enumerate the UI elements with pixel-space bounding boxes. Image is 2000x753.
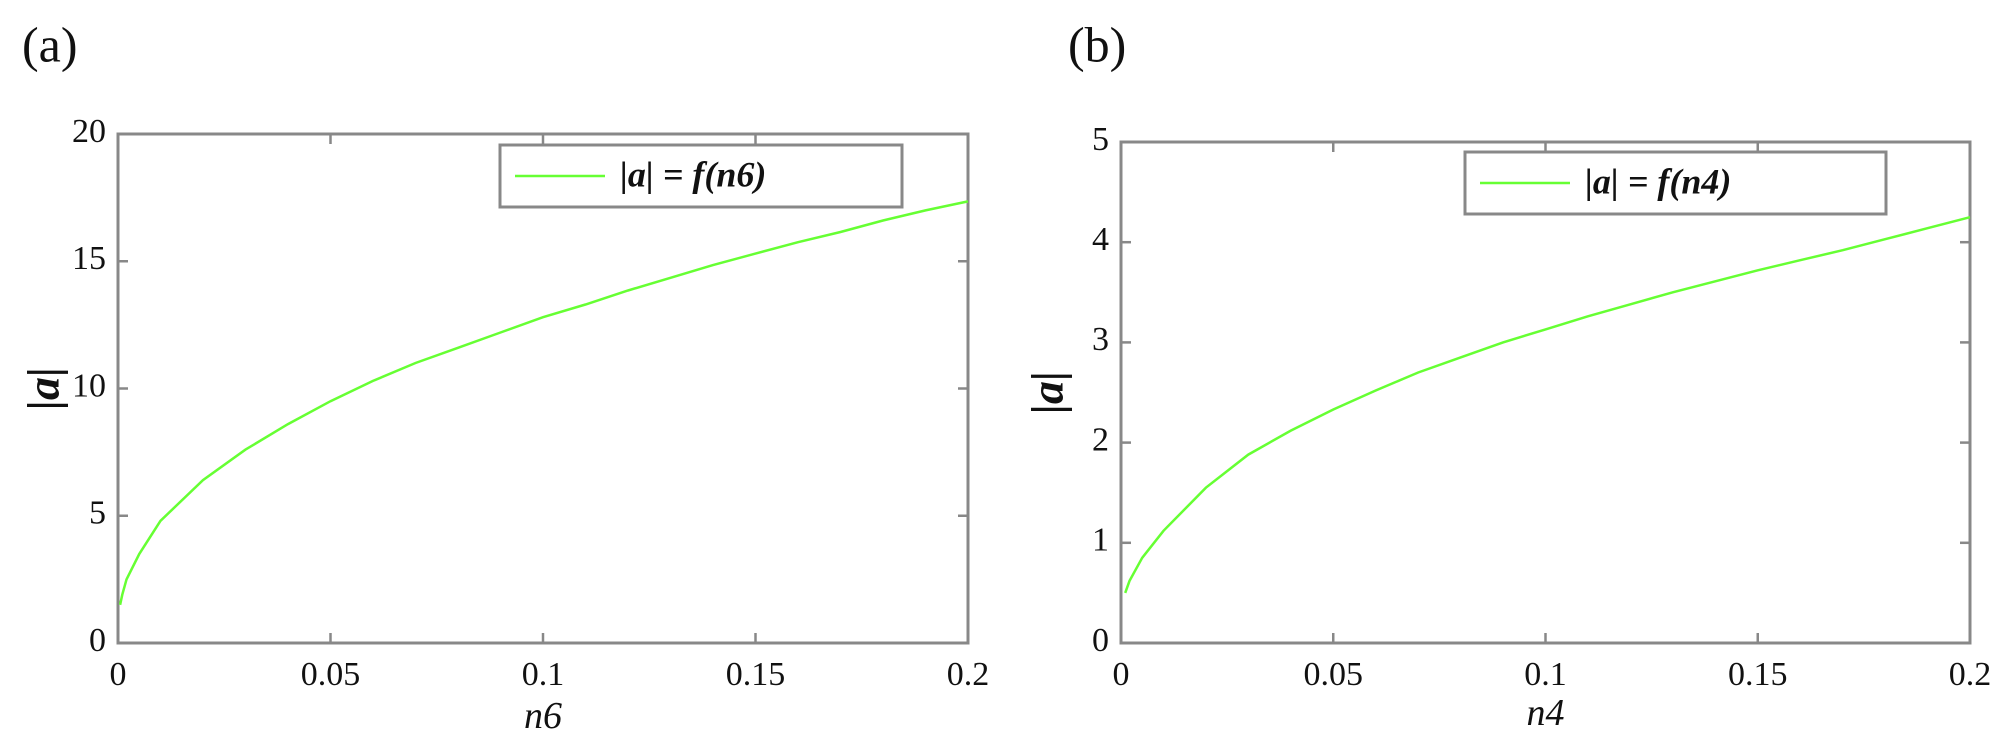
chart-panel-b: (b) 0 0.05 0.1 0.15 0.2 0 1 2 3 4 5 n4 |a| |a| = f(n4) xyxy=(1022,16,1992,734)
x-tick-label: 0 xyxy=(1113,656,1130,693)
y-tick-label: 4 xyxy=(1092,221,1109,258)
y-axis-label: |a| xyxy=(18,367,69,410)
x-axis-label: n6 xyxy=(524,695,562,737)
y-tick-label: 1 xyxy=(1092,522,1109,559)
y-tick-label: 0 xyxy=(1092,622,1109,659)
panel-label: (a) xyxy=(22,16,78,72)
x-tick-label: 0.15 xyxy=(1728,656,1788,693)
axes-frame xyxy=(1119,140,1972,645)
chart-panel-a: (a) 0 0.05 0.1 0.15 0.2 0 5 10 15 20 n6 |a| |a| = f(n… xyxy=(18,16,990,737)
y-axis-label: |a| xyxy=(1022,371,1073,414)
x-tick-label: 0.2 xyxy=(1949,656,1992,693)
y-tick-label: 2 xyxy=(1092,421,1109,458)
series-line xyxy=(1124,215,1971,594)
axes-frame xyxy=(116,132,970,645)
y-tick-label: 15 xyxy=(72,240,106,277)
panel-label: (b) xyxy=(1068,16,1126,72)
x-tick-label: 0.2 xyxy=(947,656,990,693)
y-tick-label: 5 xyxy=(1092,121,1109,158)
x-axis-label: n4 xyxy=(1527,692,1565,734)
x-tick-label: 0.1 xyxy=(1524,656,1567,693)
y-tick-label: 5 xyxy=(89,495,106,532)
y-tick-label: 10 xyxy=(72,367,106,404)
y-tick-label: 20 xyxy=(72,113,106,150)
x-tick-label: 0.05 xyxy=(301,656,361,693)
x-tick-label: 0.05 xyxy=(1304,656,1364,693)
series-line xyxy=(118,200,969,606)
x-tick-label: 0.1 xyxy=(522,656,565,693)
y-tick-label: 3 xyxy=(1092,321,1109,358)
legend-entry: |a| = f(n4) xyxy=(1585,161,1731,201)
x-tick-label: 0 xyxy=(110,656,127,693)
y-tick-label: 0 xyxy=(89,622,106,659)
x-tick-label: 0.15 xyxy=(726,656,786,693)
legend-entry: |a| = f(n6) xyxy=(620,154,766,194)
